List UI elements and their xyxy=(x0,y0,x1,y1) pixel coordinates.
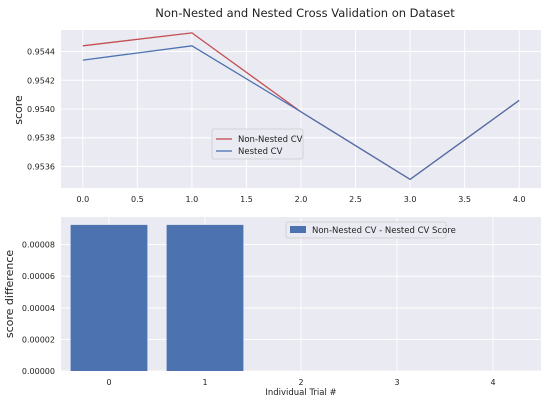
bar-chart-x-tick-label: 0 xyxy=(106,378,111,387)
bar-chart-y-tick-label: 0.00002 xyxy=(22,335,55,344)
legend-swatch-difference xyxy=(290,226,306,233)
line-chart-y-tick-label: 0.9540 xyxy=(27,105,55,114)
bar-chart-x-axis-label: Individual Trial # xyxy=(265,388,336,398)
line-chart-y-tick-label: 0.9542 xyxy=(27,76,55,85)
bar-chart-x-ticks: 0 1 2 3 4 xyxy=(106,378,495,387)
line-chart-y-ticks: 0.9536 0.9538 0.9540 0.9542 0.9544 xyxy=(27,48,55,172)
line-chart-x-tick-label: 0.0 xyxy=(76,195,89,204)
nested-cv-line xyxy=(82,45,520,181)
legend-label-difference: Non-Nested CV - Nested CV Score xyxy=(312,226,456,236)
line-chart-y-axis-label: score xyxy=(12,95,25,125)
bar-chart-x-tick-label: 1 xyxy=(202,378,207,387)
line-chart-x-tick-label: 2.5 xyxy=(349,195,362,204)
line-chart-y-tick-label: 0.9544 xyxy=(27,48,55,57)
line-chart-legend-box xyxy=(211,128,304,160)
line-chart-series xyxy=(82,32,520,181)
bar-chart-y-tick-label: 0.00006 xyxy=(22,272,55,281)
line-chart-x-tick-label: 0.5 xyxy=(131,195,144,204)
line-chart-x-tick-label: 4.0 xyxy=(513,195,526,204)
bar-trial-1 xyxy=(166,224,244,371)
figure-title: Non-Nested and Nested Cross Validation o… xyxy=(155,6,455,20)
bar-chart-y-axis-label: score difference xyxy=(3,250,16,339)
bar-chart-y-ticks: 0.00000 0.00002 0.00004 0.00006 0.00008 xyxy=(22,241,55,376)
bar-chart-bars xyxy=(70,224,244,371)
legend-label-nested: Nested CV xyxy=(238,147,283,157)
line-chart-y-tick-label: 0.9538 xyxy=(27,134,55,143)
line-chart-legend: Non-Nested CV Nested CV xyxy=(211,128,304,160)
bar-chart-y-tick-label: 0.00000 xyxy=(22,367,55,376)
line-chart-x-tick-label: 1.0 xyxy=(186,195,199,204)
bar-chart-x-tick-label: 3 xyxy=(394,378,399,387)
bar-chart-y-tick-label: 0.00008 xyxy=(22,241,55,250)
bar-chart-x-tick-label: 4 xyxy=(490,378,495,387)
legend-label-non-nested: Non-Nested CV xyxy=(238,135,303,145)
bar-chart-legend: Non-Nested CV - Nested CV Score xyxy=(285,221,456,239)
bar-chart-x-tick-label: 2 xyxy=(298,378,303,387)
bar-chart-legend-box xyxy=(285,221,447,239)
line-chart-x-tick-label: 3.5 xyxy=(458,195,471,204)
line-chart-x-tick-label: 1.5 xyxy=(240,195,253,204)
bar-chart-y-tick-label: 0.00004 xyxy=(22,304,55,313)
line-chart-y-tick-label: 0.9536 xyxy=(27,162,55,171)
line-chart-x-tick-label: 2.0 xyxy=(295,195,308,204)
line-chart: 0.0 0.5 1.0 1.5 2.0 2.5 3.0 3.5 4.0 0.9536 0.9538… xyxy=(12,30,541,204)
bar-trial-0 xyxy=(70,224,148,371)
line-chart-x-ticks: 0.0 0.5 1.0 1.5 2.0 2.5 3.0 3.5 4.0 xyxy=(76,195,525,204)
line-chart-x-tick-label: 3.0 xyxy=(404,195,417,204)
